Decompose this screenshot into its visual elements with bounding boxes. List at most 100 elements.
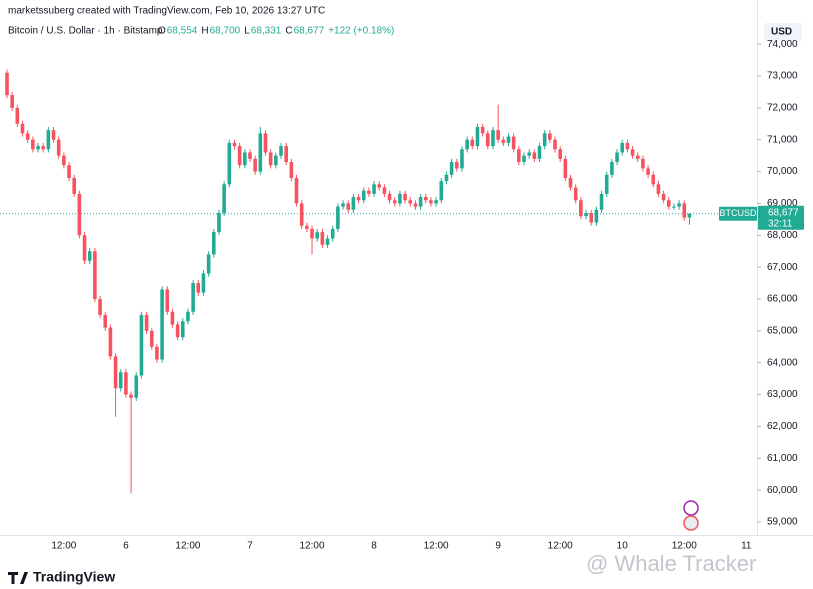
candle-body <box>51 130 56 140</box>
candle-body <box>56 139 61 156</box>
candle-body <box>682 203 687 218</box>
candle-body <box>113 356 118 389</box>
price-tag <box>758 205 804 230</box>
candle-body <box>584 212 588 217</box>
legend-value: 68,677 <box>294 26 325 37</box>
y-tick-label: 60,000 <box>767 485 798 496</box>
x-tick-label: 11 <box>741 541 752 552</box>
currency-box <box>764 23 802 41</box>
y-tick-label: 71,000 <box>767 134 798 145</box>
candle-body <box>134 375 139 398</box>
candle-body <box>687 213 692 218</box>
candle-body <box>139 314 144 376</box>
candle-body <box>620 142 625 153</box>
candle-body <box>268 152 273 166</box>
candle-body <box>568 177 573 188</box>
candle-body <box>180 321 185 338</box>
candle-body <box>423 197 428 201</box>
candle-body <box>201 273 206 293</box>
candle-body <box>599 193 604 210</box>
candle-body <box>232 142 237 147</box>
y-tick-label: 66,000 <box>767 294 798 305</box>
candle-body <box>82 235 87 261</box>
candle-body <box>196 283 201 293</box>
candle-body <box>175 324 180 338</box>
candle-body <box>501 139 506 143</box>
plot <box>0 69 757 494</box>
candle-body <box>20 123 25 134</box>
candle-body <box>253 158 257 172</box>
legend-value: 68,700 <box>210 26 241 37</box>
candle-body <box>124 372 128 395</box>
candle-body <box>413 203 418 207</box>
candle-body <box>103 314 108 328</box>
candle-body <box>160 289 164 360</box>
candle-body <box>310 228 314 239</box>
candle-body <box>325 238 330 245</box>
y-tick-label: 63,000 <box>767 389 798 400</box>
candle-body <box>25 133 30 140</box>
event-icon[interactable] <box>683 500 699 516</box>
candle-body <box>449 162 454 175</box>
credit: marketssuberg created with TradingView.c… <box>8 6 325 17</box>
candle-body <box>289 162 294 178</box>
candle-body <box>217 212 221 233</box>
candle-body <box>36 146 40 150</box>
candle-body <box>108 327 113 357</box>
candle-body <box>677 203 681 207</box>
candle-body <box>351 197 356 210</box>
candle-body <box>548 133 552 140</box>
watermark: @ Whale Tracker <box>586 551 756 576</box>
logo-text: TradingView <box>33 569 115 585</box>
candle-body <box>429 200 433 204</box>
candle-body <box>511 136 516 150</box>
candle-body <box>656 184 661 194</box>
y-tick-label: 61,000 <box>767 453 798 464</box>
candle-body <box>279 146 283 156</box>
candle-body <box>486 133 490 147</box>
candle-body <box>336 206 340 229</box>
legend-key: H <box>201 26 208 37</box>
candle-body <box>186 311 190 322</box>
legend-change: +122 (+0.18%) <box>328 26 394 37</box>
candle-body <box>191 283 195 312</box>
candle-body <box>398 193 402 204</box>
event-icon[interactable] <box>683 515 699 531</box>
candle-body <box>320 232 325 245</box>
candle-body <box>248 152 252 159</box>
candle-body <box>46 130 51 150</box>
candle-body <box>10 95 14 108</box>
candle-body <box>594 209 599 223</box>
candle-body <box>315 232 319 239</box>
candle-body <box>553 139 557 150</box>
candle-body <box>444 174 449 182</box>
price-tag-value: 68,677 <box>768 207 799 218</box>
candle-body <box>537 146 542 159</box>
candle-body <box>475 126 480 147</box>
y-tick-label: 59,000 <box>767 517 798 528</box>
logo: TradingView <box>8 569 115 585</box>
candle-body <box>558 149 562 159</box>
candle-body <box>491 130 495 147</box>
candle-body <box>646 168 650 175</box>
candle-body <box>356 197 361 201</box>
legend-key: C <box>285 26 292 37</box>
candle-body <box>372 184 376 194</box>
candle-body <box>387 193 392 201</box>
candle-body <box>408 200 413 204</box>
candle-body <box>579 200 583 217</box>
candle-body <box>506 136 511 143</box>
candle-body <box>41 146 45 150</box>
candle-body <box>258 133 263 172</box>
candle-body <box>439 181 444 201</box>
candle-body <box>496 130 500 140</box>
legend-key: O <box>158 26 166 37</box>
candle-body <box>129 394 133 398</box>
candle-body <box>610 162 614 175</box>
candle-body <box>15 107 20 124</box>
candle-body <box>604 174 609 194</box>
candle-body <box>274 155 278 166</box>
y-tick-label: 62,000 <box>767 421 798 432</box>
